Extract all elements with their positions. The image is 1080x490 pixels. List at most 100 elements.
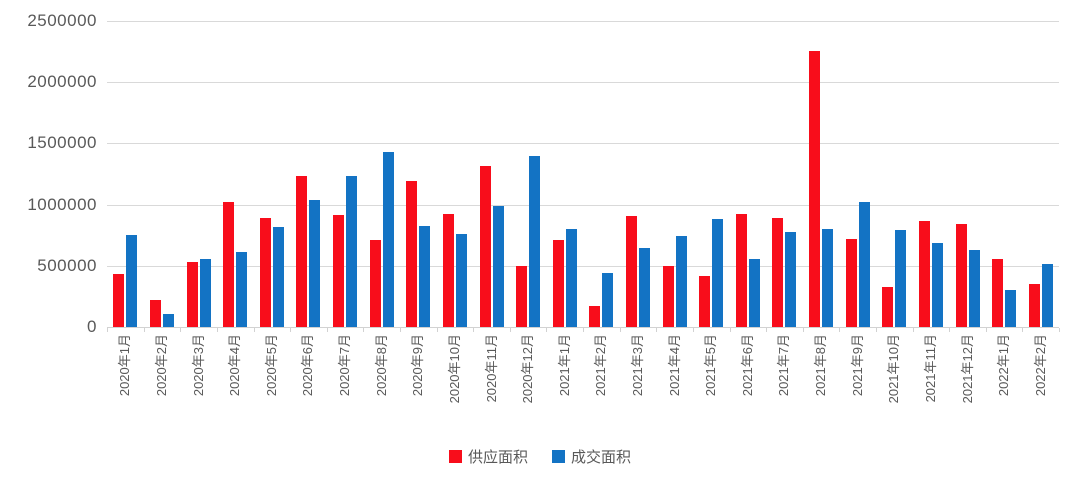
supply-area-bar <box>149 300 161 327</box>
x-axis-tick <box>656 328 658 332</box>
transaction-area-bar <box>272 226 284 327</box>
transaction-area-bar <box>675 235 687 327</box>
transaction-area-bar <box>455 234 467 327</box>
x-axis-label: 2021年5月 <box>703 334 719 397</box>
legend-swatch-supply-area <box>448 450 462 463</box>
supply-area-bar <box>918 220 930 327</box>
x-axis-label: 2021年11月 <box>922 334 938 403</box>
y-axis-label: 1000000 <box>27 194 97 214</box>
x-axis-tick <box>766 328 768 332</box>
supply-area-bar <box>296 176 308 327</box>
transaction-area-bar <box>382 152 394 327</box>
transaction-area-bar <box>309 200 321 327</box>
supply-area-bar <box>516 266 528 327</box>
y-axis-label: 1500000 <box>27 133 97 153</box>
x-axis-label: 2020年7月 <box>337 334 352 397</box>
x-axis-tick <box>143 328 145 332</box>
x-axis-label: 2020年12月 <box>520 334 536 404</box>
x-axis-tick <box>363 328 365 332</box>
x-axis-tick <box>729 328 731 332</box>
x-axis-label: 2020年6月 <box>300 334 316 397</box>
transaction-area-bar <box>931 242 943 327</box>
x-axis-tick <box>253 328 255 332</box>
x-axis-tick <box>912 328 914 332</box>
supply-area-bar <box>955 224 967 327</box>
x-axis-tick <box>1059 328 1060 332</box>
x-axis-label: 2021年2月 <box>593 334 609 397</box>
supply-area-bar <box>735 214 747 327</box>
x-axis-label: 2020年4月 <box>227 334 243 397</box>
supply-area-bar <box>259 218 271 327</box>
transaction-area-bar <box>199 258 211 327</box>
x-axis-label: 2020年10月 <box>446 334 462 404</box>
x-axis-tick <box>216 328 218 332</box>
x-axis-label: 2021年3月 <box>629 334 645 397</box>
supply-area-bar <box>333 215 344 327</box>
x-axis-label: 2021年7月 <box>776 334 792 397</box>
transaction-area-bar <box>565 229 577 327</box>
legend-label-supply-area: 供应面积 <box>467 449 528 466</box>
gridline <box>107 204 1059 206</box>
supply-area-bar <box>552 240 564 327</box>
x-axis-tick <box>583 328 584 332</box>
legend-item-supply-area: 供应面积 <box>448 446 528 467</box>
x-axis-tick <box>326 328 328 332</box>
supply-area-bar <box>882 286 894 327</box>
transaction-area-bar <box>712 218 724 327</box>
x-axis-tick <box>619 328 621 332</box>
supply-area-bar <box>662 266 674 327</box>
x-axis-label: 2022年1月 <box>996 334 1012 397</box>
supply-area-bar <box>406 181 418 327</box>
transaction-area-bar <box>602 272 614 327</box>
legend: 供应面积 成交面积 <box>0 446 1080 467</box>
x-axis-label: 2021年1月 <box>556 334 572 397</box>
supply-area-bar <box>442 214 454 327</box>
x-axis-tick <box>546 328 548 332</box>
x-axis-label: 2020年2月 <box>153 334 169 397</box>
transaction-area-bar <box>126 235 138 327</box>
gridline <box>107 143 1059 145</box>
x-axis-tick <box>290 328 292 332</box>
supply-area-bar <box>992 259 1004 327</box>
supply-area-bar <box>772 217 784 327</box>
legend-item-transaction-area: 成交面积 <box>552 446 631 467</box>
supply-area-bar <box>113 274 125 327</box>
transaction-area-bar <box>858 202 870 327</box>
x-axis-tick <box>436 328 438 332</box>
x-axis-label: 2020年1月 <box>117 334 133 397</box>
transaction-area-bar <box>638 248 650 327</box>
x-axis-tick <box>875 328 877 332</box>
y-axis-label: 2500000 <box>27 11 97 30</box>
x-axis-tick <box>692 328 694 332</box>
x-axis-label: 2021年9月 <box>849 334 865 397</box>
y-axis-label: 2000000 <box>27 72 97 92</box>
transaction-area-bar <box>236 251 248 327</box>
legend-swatch-transaction-area <box>552 450 565 463</box>
supply-area-bar <box>186 262 198 327</box>
x-axis-label: 2020年5月 <box>263 334 279 397</box>
y-axis-label: 500000 <box>37 255 97 275</box>
transaction-area-bar <box>968 249 980 327</box>
x-axis-label: 2021年10月 <box>886 334 902 404</box>
x-axis-label: 2020年8月 <box>373 334 389 397</box>
transaction-area-bar <box>419 226 431 327</box>
x-axis-tick <box>473 328 475 332</box>
gridline <box>107 82 1059 84</box>
x-axis-label: 2021年8月 <box>813 334 828 397</box>
transaction-area-bar <box>748 258 760 327</box>
gridline <box>107 265 1059 267</box>
transaction-area-bar <box>822 228 833 327</box>
x-axis-tick <box>509 328 511 332</box>
x-axis-tick <box>802 328 804 332</box>
transaction-area-bar <box>785 231 797 327</box>
transaction-area-bar <box>346 176 357 327</box>
transaction-area-bar <box>1041 264 1053 327</box>
x-axis-label: 2020年11月 <box>483 334 499 403</box>
supply-area-bar <box>699 275 711 327</box>
transaction-area-bar <box>1005 289 1017 327</box>
x-axis-tick <box>839 328 841 332</box>
y-axis-label: 0 <box>87 317 97 336</box>
gridline <box>107 21 1059 22</box>
x-axis-tick <box>180 328 182 332</box>
